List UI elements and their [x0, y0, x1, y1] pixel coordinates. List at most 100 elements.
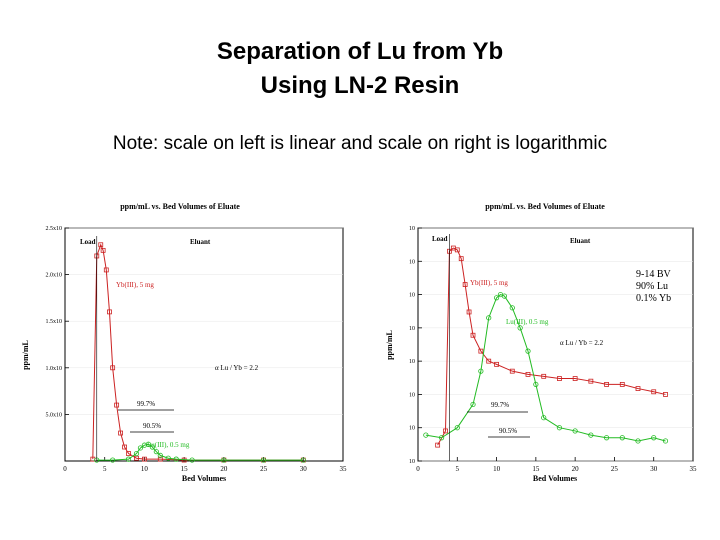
data-point	[454, 247, 460, 253]
data-point	[145, 441, 151, 447]
data-point	[486, 358, 492, 364]
data-point	[533, 381, 539, 388]
data-point	[517, 325, 523, 331]
eluant-label: Eluant	[190, 238, 211, 246]
data-point	[493, 295, 500, 301]
data-point	[604, 382, 609, 387]
data-point	[100, 247, 106, 253]
x-tick-label: 0	[416, 465, 420, 473]
series-line	[425, 293, 666, 442]
yb-recovery-label: 99.7%	[137, 400, 155, 408]
x-tick-label: 35	[690, 465, 698, 473]
y-tick-label: 10	[409, 459, 415, 465]
data-point	[126, 451, 131, 456]
data-point	[466, 309, 472, 315]
data-point	[458, 256, 464, 262]
data-point	[122, 444, 127, 450]
data-point	[157, 456, 163, 462]
data-point	[486, 315, 492, 321]
x-tick-label: 35	[340, 465, 348, 473]
lu-recovery-label: 90.5%	[499, 427, 517, 435]
data-point	[133, 450, 140, 457]
x-axis-label: Bed Volumes	[182, 474, 226, 483]
y-tick-label: 10	[409, 259, 415, 265]
x-tick-label: 10	[141, 465, 149, 473]
series-line	[96, 443, 304, 461]
data-point	[125, 456, 132, 462]
x-tick-label: 25	[260, 465, 268, 473]
y-tick-label: 10	[409, 426, 415, 432]
data-point	[470, 332, 476, 338]
data-point	[221, 457, 227, 463]
load-label: Load	[432, 235, 448, 243]
data-point	[134, 455, 139, 461]
y-tick-label: 10	[409, 326, 415, 332]
data-point	[107, 309, 112, 315]
x-axis-label: Bed Volumes	[533, 474, 577, 483]
data-point	[501, 293, 508, 299]
y-tick-label: 1.0x10	[46, 366, 63, 372]
separation-factor: α Lu / Yb = 2.2	[215, 364, 259, 372]
x-tick-label: 5	[103, 465, 107, 473]
data-point	[494, 361, 499, 367]
data-point	[588, 432, 594, 438]
x-tick-label: 10	[493, 465, 501, 473]
inset-note-line: 9-14 BV	[636, 269, 672, 280]
data-point	[173, 456, 179, 462]
legend-yb: Yb(III), 5 mg	[116, 281, 154, 289]
data-point	[541, 373, 547, 379]
data-point	[137, 445, 144, 451]
yb-recovery-label: 99.7%	[491, 401, 509, 409]
x-tick-label: 30	[650, 465, 658, 473]
legend-yb: Yb(III), 5 mg	[470, 279, 508, 287]
y-tick-label: 2.5x10	[46, 226, 63, 232]
y-tick-label: 10	[409, 392, 415, 398]
y-axis-label: ppm/mL	[385, 330, 394, 360]
y-tick-label: 10	[409, 226, 415, 232]
x-tick-label: 30	[300, 465, 308, 473]
data-point	[435, 442, 441, 448]
load-label: Load	[80, 238, 96, 246]
legend-lu: Lu(III), 0.5 mg	[506, 318, 549, 326]
lu-recovery-label: 90.5%	[143, 422, 161, 430]
data-point	[189, 457, 195, 463]
x-tick-label: 25	[611, 465, 619, 473]
slide-title-line2: Using LN-2 Resin	[260, 72, 460, 99]
y-tick-label: 5.0x10	[46, 412, 63, 418]
legend-lu: Lu(III), 0.5 mg	[147, 441, 190, 449]
data-point	[556, 425, 563, 431]
data-point	[260, 457, 267, 463]
data-point	[662, 438, 669, 444]
data-point	[153, 449, 159, 455]
y-axis-label: ppm/mL	[21, 340, 30, 370]
data-point	[165, 455, 171, 461]
data-point	[541, 415, 547, 421]
data-point	[525, 371, 531, 377]
inset-note-line: 0.1% Yb	[636, 293, 671, 304]
x-tick-label: 20	[220, 465, 228, 473]
data-point	[443, 428, 448, 434]
slide-title-line1: Separation of Lu from Yb	[216, 38, 504, 65]
data-point	[478, 368, 484, 374]
data-point	[470, 401, 476, 408]
x-tick-label: 0	[63, 465, 67, 473]
data-point	[603, 435, 610, 441]
data-point	[557, 376, 562, 381]
data-point	[103, 267, 109, 273]
data-point	[423, 432, 429, 438]
data-point	[438, 435, 445, 441]
data-point	[635, 438, 641, 444]
y-tick-label: 2.0x10	[46, 273, 63, 279]
y-tick-label: 1.5x10	[46, 319, 63, 325]
data-point	[509, 368, 515, 374]
data-point	[114, 402, 120, 408]
slide-note: Note: scale on left is linear and scale …	[112, 133, 608, 154]
data-point	[142, 456, 147, 462]
data-point	[663, 392, 668, 397]
y-tick-label: 10	[409, 293, 415, 299]
inset-note-line: 90% Lu	[636, 281, 668, 292]
data-point	[635, 386, 641, 391]
data-point	[118, 430, 123, 436]
